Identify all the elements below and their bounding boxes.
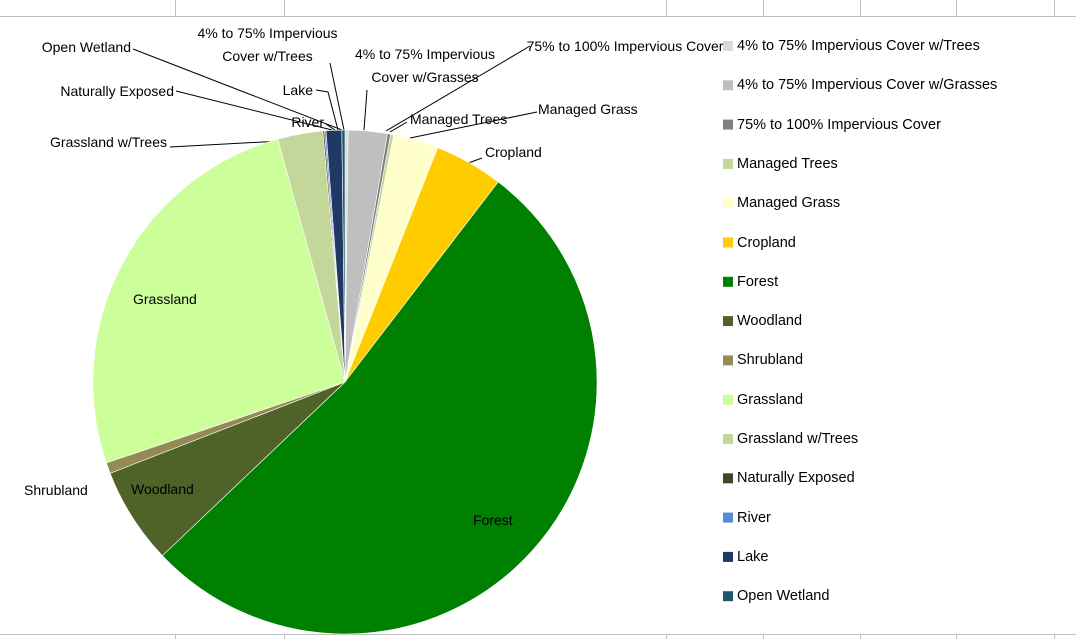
data-label: Managed Trees [410, 111, 508, 127]
data-label: 4% to 75% Impervious Cover w/Trees [197, 25, 338, 64]
legend-label: Forest [737, 273, 779, 290]
legend-label: Shrubland [737, 352, 804, 369]
legend-label: Woodland [737, 313, 803, 330]
legend-label: 4% to 75% Impervious Cover w/Trees [737, 38, 980, 54]
legend-swatch [723, 41, 733, 51]
data-label: Grassland [133, 291, 197, 307]
legend-label: Grassland [737, 391, 804, 408]
legend-swatch [723, 512, 733, 523]
data-label: Forest [473, 512, 513, 528]
legend-swatch [723, 276, 733, 287]
data-label: Naturally Exposed [60, 83, 174, 99]
data-label: Managed Grass [538, 101, 638, 117]
data-label: Cropland [485, 144, 542, 160]
pie-slice [341, 129, 346, 383]
legend-swatch [723, 551, 733, 562]
data-label: Woodland [131, 481, 194, 497]
legend-swatch [723, 80, 733, 91]
legend-label: Lake [737, 548, 769, 565]
legend-label: Open Wetland [737, 588, 830, 605]
legend-label: River [737, 509, 771, 526]
legend-label: 4% to 75% Impervious Cover w/Grasses [737, 77, 998, 94]
legend-label: Grassland w/Trees [737, 431, 859, 447]
legend-swatch [723, 591, 733, 602]
pie-slice [92, 138, 346, 464]
legend-swatch [723, 473, 733, 484]
data-label: Open Wetland [41, 39, 131, 55]
legend-swatch [723, 158, 733, 169]
legend-swatch [723, 316, 733, 327]
legend-label: 75% to 100% Impervious Cover [737, 116, 941, 133]
legend-swatch [723, 237, 733, 248]
legend-swatch [723, 355, 733, 366]
legend-label: Managed Grass [737, 195, 841, 212]
data-label: 4% to 75% Impervious Cover w/Grasses [354, 46, 496, 85]
pie-slice [161, 181, 598, 635]
data-label: Grassland w/Trees [50, 134, 167, 150]
data-label: Lake [282, 82, 313, 98]
data-label: 75% to 100% Impervious Cover [526, 38, 724, 54]
legend-swatch [723, 434, 733, 444]
legend-label: Managed Trees [737, 155, 838, 172]
legend-label: Cropland [737, 234, 796, 251]
legend-swatch [723, 394, 733, 405]
legend-swatch [723, 198, 733, 209]
legend-swatch [723, 119, 733, 130]
data-label: Shrubland [24, 482, 88, 498]
data-label: River [291, 114, 324, 130]
legend-label: Naturally Exposed [737, 470, 855, 487]
